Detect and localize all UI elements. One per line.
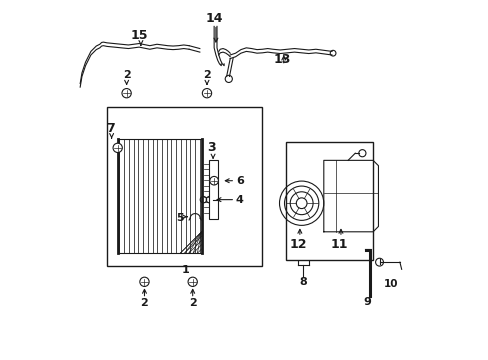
Text: 2: 2: [188, 298, 196, 308]
Circle shape: [140, 277, 149, 287]
Text: 5: 5: [176, 212, 183, 222]
Circle shape: [188, 277, 197, 287]
Text: 10: 10: [383, 279, 397, 289]
Text: 11: 11: [330, 238, 347, 251]
Text: 2: 2: [141, 298, 148, 308]
Circle shape: [209, 176, 218, 185]
Text: 1: 1: [182, 265, 189, 275]
Bar: [107, 107, 262, 266]
Text: 9: 9: [363, 297, 371, 307]
Circle shape: [202, 89, 211, 98]
Text: 15: 15: [130, 30, 147, 42]
Text: 6: 6: [235, 176, 244, 186]
Text: 7: 7: [106, 122, 115, 135]
Circle shape: [113, 143, 122, 153]
Bar: [285, 143, 372, 260]
Text: 3: 3: [207, 141, 216, 154]
Text: 14: 14: [205, 12, 223, 24]
Text: 2: 2: [203, 70, 210, 80]
Text: 2: 2: [122, 70, 130, 80]
Text: 4: 4: [235, 195, 244, 205]
Circle shape: [122, 89, 131, 98]
Text: 12: 12: [289, 238, 306, 251]
Text: 8: 8: [299, 277, 306, 287]
Text: 13: 13: [273, 53, 290, 66]
Bar: [208, 160, 217, 219]
